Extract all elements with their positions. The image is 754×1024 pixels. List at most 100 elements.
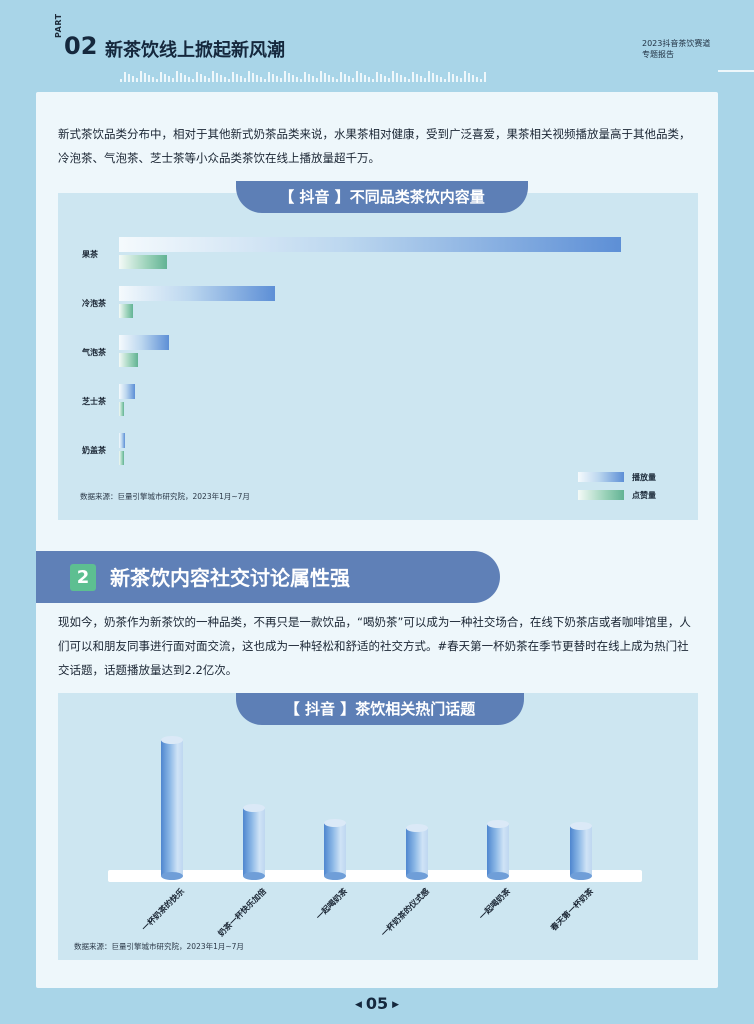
tick-mark	[244, 78, 246, 82]
like-bar	[119, 451, 124, 465]
tick-mark	[364, 75, 366, 82]
tick-mark	[340, 72, 342, 82]
tick-mark	[304, 72, 306, 82]
like-bar	[119, 402, 125, 416]
tick-mark	[148, 75, 150, 82]
tick-mark	[332, 77, 334, 82]
tick-mark	[164, 74, 166, 82]
tick-mark	[328, 75, 330, 82]
tick-mark	[476, 77, 478, 82]
tick-mark	[208, 78, 210, 82]
category-label: 芝士茶	[82, 397, 106, 406]
tick-mark	[184, 75, 186, 82]
tick-mark	[180, 73, 182, 82]
tick-mark	[420, 76, 422, 82]
topic-bar	[161, 736, 183, 880]
tick-mark	[408, 79, 410, 82]
section-title: 新茶饮线上掀起新风潮	[105, 40, 285, 61]
topic-bar	[487, 820, 509, 880]
tick-mark	[264, 79, 266, 82]
tick-mark	[220, 75, 222, 82]
tick-mark	[216, 73, 218, 82]
tick-mark	[260, 77, 262, 82]
tick-mark	[348, 76, 350, 82]
tick-mark	[468, 73, 470, 82]
tick-mark	[236, 74, 238, 82]
next-arrow-icon[interactable]: ▶	[392, 999, 400, 1010]
tick-mark	[448, 72, 450, 82]
page-number-text: 05	[365, 994, 389, 1013]
legend-like-swatch	[578, 490, 624, 500]
tick-mark	[152, 77, 154, 82]
chart-base-platform	[108, 870, 642, 882]
tick-mark	[232, 72, 234, 82]
tick-mark	[200, 74, 202, 82]
report-title-line1: 2023抖音茶饮赛道	[642, 39, 711, 48]
tick-mark	[300, 79, 302, 82]
tick-mark	[324, 73, 326, 82]
tick-mark	[176, 71, 178, 82]
tick-mark	[392, 71, 394, 82]
tick-mark	[480, 79, 482, 82]
page-number: ◀ 05 ▶	[340, 994, 414, 1013]
chart2-source: 数据来源：巨量引擎城市研究院，2023年1月~7月	[74, 942, 244, 951]
tick-mark	[376, 72, 378, 82]
report-title: 2023抖音茶饮赛道 专题报告	[642, 38, 710, 60]
tick-mark	[124, 72, 126, 82]
play-bar	[119, 433, 126, 448]
tick-mark	[172, 78, 174, 82]
tick-mark	[384, 76, 386, 82]
tick-mark	[456, 76, 458, 82]
tick-mark	[440, 77, 442, 82]
tick-mark	[372, 79, 374, 82]
tick-mark	[140, 71, 142, 82]
tick-mark	[432, 73, 434, 82]
topic-bar	[243, 804, 265, 880]
tick-mark	[308, 74, 310, 82]
tick-mark	[464, 71, 466, 82]
decorative-ticks	[120, 71, 486, 82]
tick-mark	[248, 71, 250, 82]
category-label: 冷泡茶	[82, 299, 106, 308]
tick-mark	[380, 74, 382, 82]
chart1-source: 数据来源：巨量引擎城市研究院，2023年1月~7月	[80, 492, 250, 501]
tick-mark	[276, 76, 278, 82]
tick-mark	[228, 79, 230, 82]
intro-paragraph: 新式茶饮品类分布中，相对于其他新式奶茶品类来说，水果茶相对健康，受到广泛喜爱，果…	[58, 127, 691, 165]
prev-arrow-icon[interactable]: ◀	[354, 999, 362, 1010]
like-bar	[119, 353, 139, 367]
like-bar	[119, 304, 134, 318]
tick-mark	[360, 73, 362, 82]
legend-play-swatch	[578, 472, 624, 482]
tick-mark	[188, 77, 190, 82]
section2-title: 新茶饮内容社交讨论属性强	[110, 566, 350, 590]
tick-mark	[336, 79, 338, 82]
tick-mark	[192, 79, 194, 82]
tick-mark	[272, 74, 274, 82]
tick-mark	[472, 75, 474, 82]
tick-mark	[240, 76, 242, 82]
decorative-tab	[718, 70, 754, 106]
tick-mark	[156, 79, 158, 82]
topic-bar	[570, 821, 592, 881]
tick-mark	[356, 71, 358, 82]
tick-mark	[368, 77, 370, 82]
tick-mark	[212, 71, 214, 82]
tick-mark	[284, 71, 286, 82]
tick-mark	[144, 73, 146, 82]
tick-mark	[404, 77, 406, 82]
legend-play-label: 播放量	[632, 473, 656, 482]
tick-mark	[312, 76, 314, 82]
play-bar	[119, 237, 621, 252]
legend-like-label: 点赞量	[632, 491, 656, 500]
tick-mark	[120, 79, 122, 82]
tick-mark	[396, 73, 398, 82]
part-number: 02	[64, 32, 98, 60]
tick-mark	[400, 75, 402, 82]
tick-mark	[196, 72, 198, 82]
tick-mark	[160, 72, 162, 82]
report-title-line2: 专题报告	[642, 50, 674, 59]
tick-mark	[424, 78, 426, 82]
tick-mark	[136, 78, 138, 82]
tick-mark	[428, 71, 430, 82]
